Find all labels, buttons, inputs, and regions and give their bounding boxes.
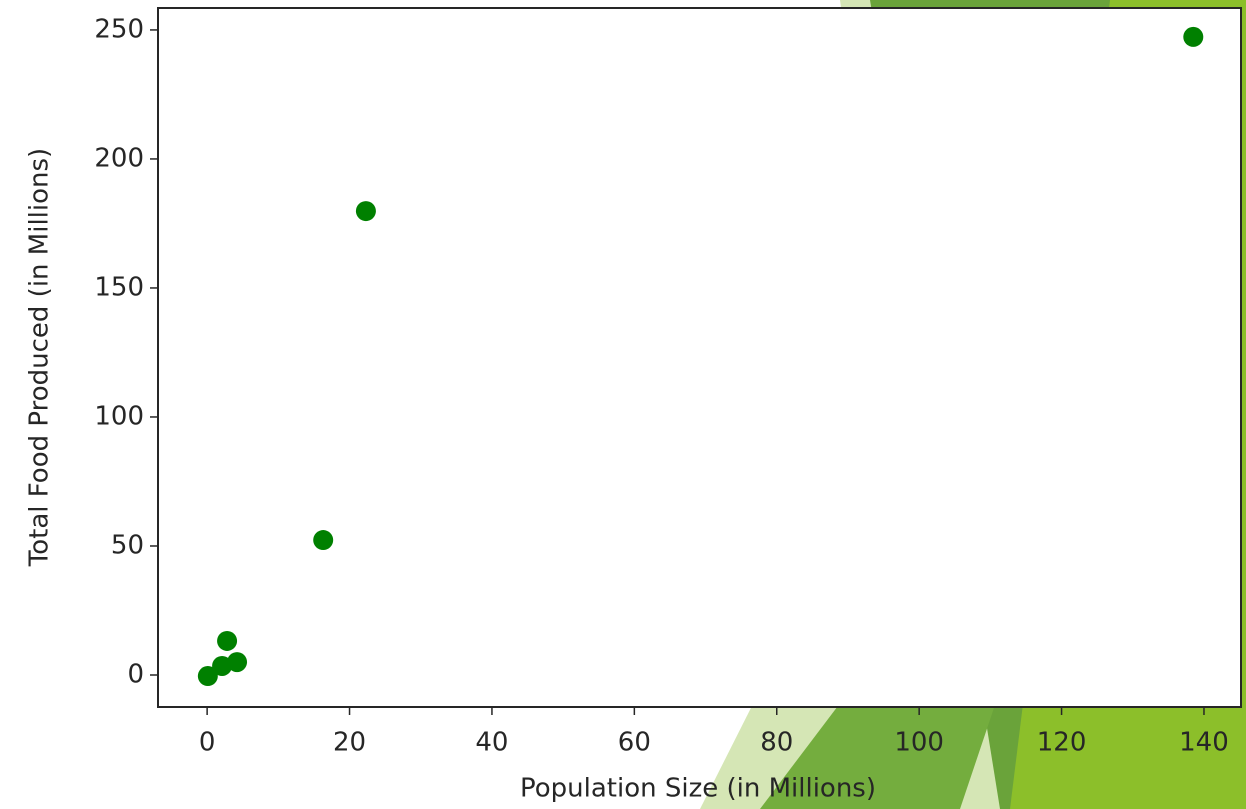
point [355, 201, 376, 222]
point [217, 630, 238, 651]
x-tick-label: 40 [475, 728, 508, 758]
y-tick-label: 0 [127, 660, 144, 690]
plot-area [158, 8, 1241, 707]
y-tick-label: 150 [94, 272, 144, 302]
x-tick-label: 120 [1037, 728, 1087, 758]
x-tick-label: 100 [894, 728, 944, 758]
x-tick-label: 0 [199, 728, 216, 758]
x-tick-label: 140 [1179, 728, 1229, 758]
point [313, 530, 334, 551]
x-axis-label: Population Size (in Millions) [520, 774, 876, 804]
point [227, 652, 248, 673]
y-tick-label: 200 [94, 143, 144, 173]
x-tick-label: 80 [760, 728, 793, 758]
point [212, 655, 233, 676]
point [197, 666, 218, 687]
y-tick-label: 100 [94, 401, 144, 431]
y-tick-label: 50 [111, 530, 144, 560]
x-tick-label: 60 [618, 728, 651, 758]
x-tick-label: 20 [333, 728, 366, 758]
plot-frame [157, 7, 1242, 708]
point [1183, 26, 1204, 47]
y-tick-label: 250 [94, 14, 144, 44]
y-axis-label: Total Food Produced (in Millions) [25, 148, 55, 567]
